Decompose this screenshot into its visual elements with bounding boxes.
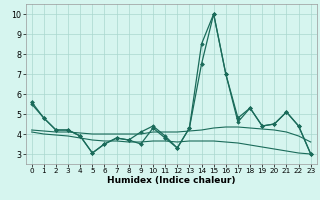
X-axis label: Humidex (Indice chaleur): Humidex (Indice chaleur) [107,176,236,185]
